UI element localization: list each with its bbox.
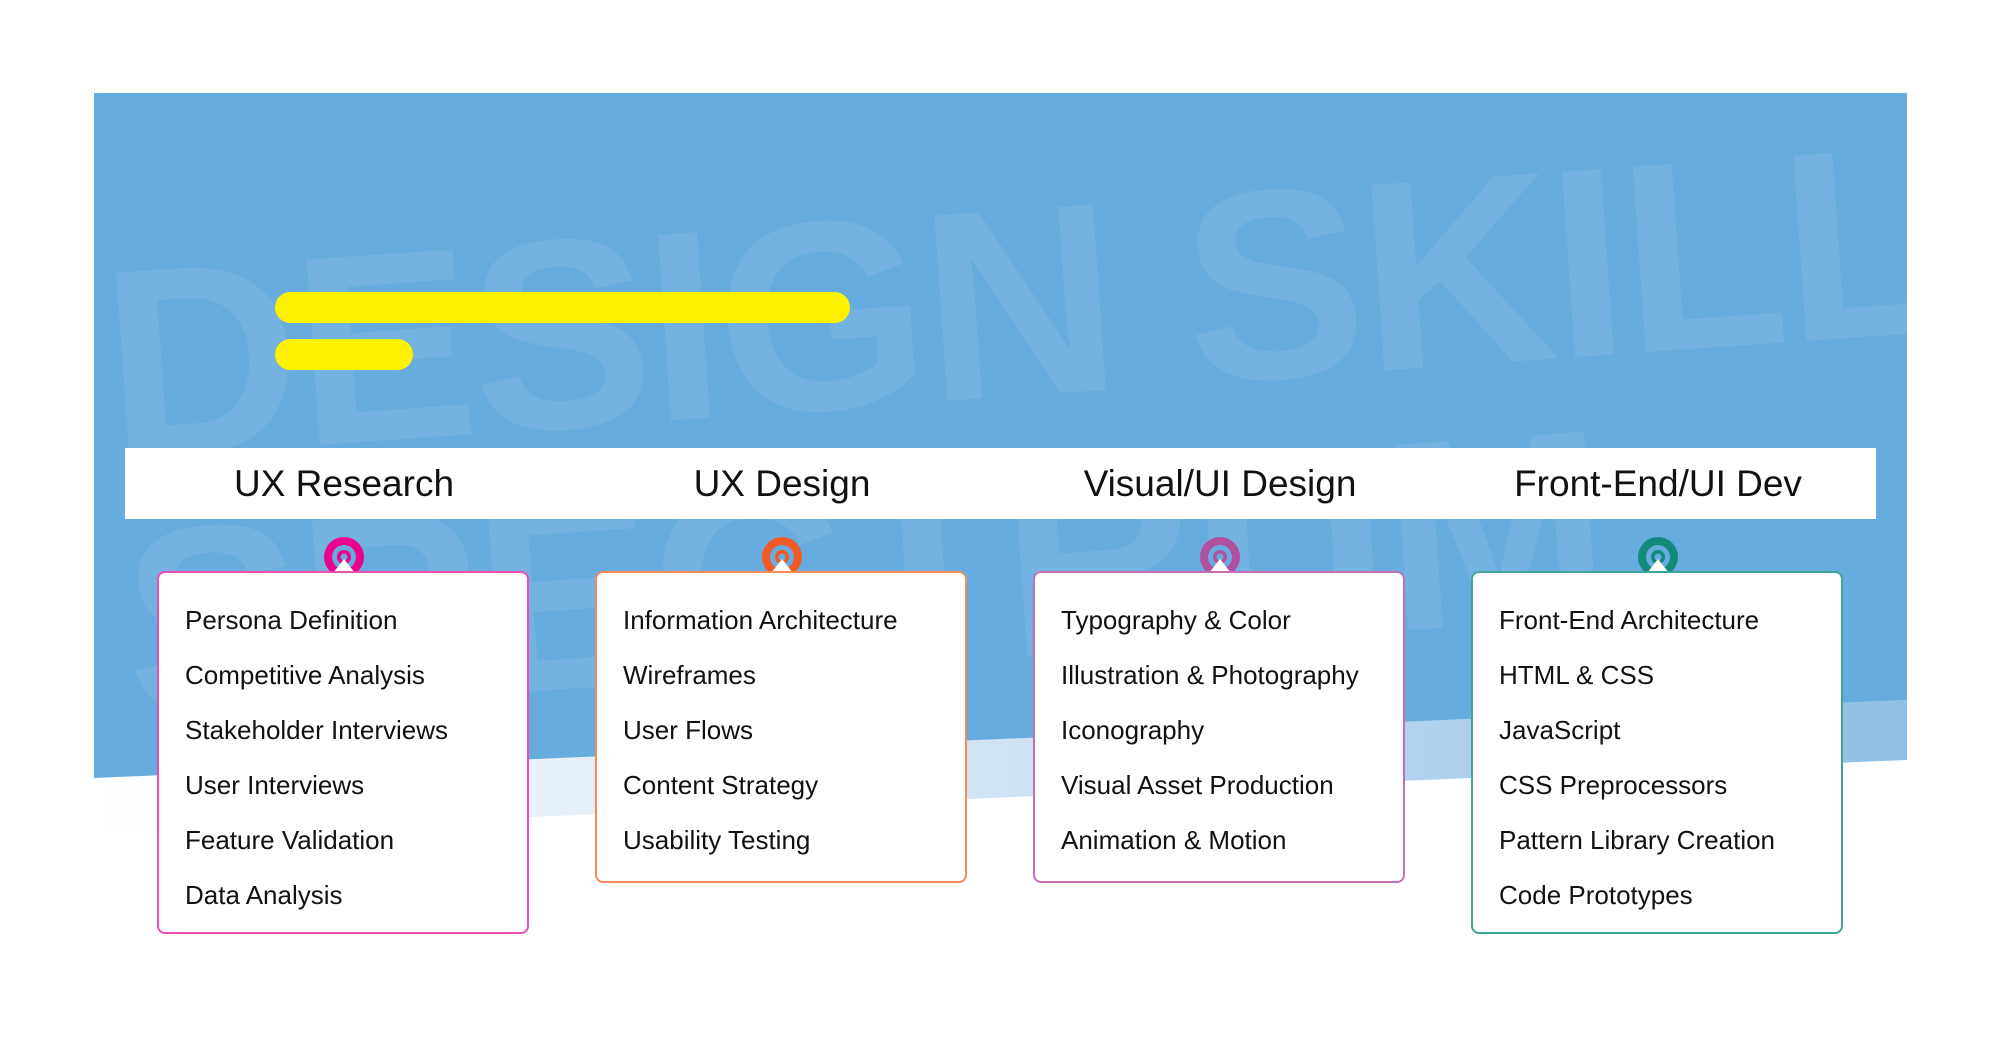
list-item: Data Analysis	[185, 880, 343, 910]
list-item: User Flows	[623, 715, 754, 745]
list-item: CSS Preprocessors	[1499, 770, 1728, 800]
card-ux-design: Information Architecture Wireframes User…	[595, 571, 967, 883]
card-visual-ui-design: Typography & Color Illustration & Photog…	[1033, 571, 1405, 883]
list-item: Code Prototypes	[1499, 880, 1693, 910]
list-item: Persona Definition	[185, 605, 398, 635]
target-icon	[762, 537, 802, 577]
list-item: Feature Validation	[185, 825, 395, 855]
skill-list: Front-End Architecture HTML & CSS JavaSc…	[1473, 573, 1841, 923]
list-item: Animation & Motion	[1061, 825, 1287, 855]
list-item: Information Architecture	[623, 605, 898, 635]
list-item: JavaScript	[1499, 715, 1621, 745]
subtitle-placeholder-bar	[275, 339, 413, 370]
light-stripe	[94, 700, 1907, 835]
list-item: Typography & Color	[1061, 605, 1291, 635]
card-front-end-dev: Front-End Architecture HTML & CSS JavaSc…	[1471, 571, 1843, 934]
column-header-bar: UX Research UX Design Visual/UI Design F…	[125, 448, 1876, 519]
list-item: Pattern Library Creation	[1499, 825, 1776, 855]
list-item: Illustration & Photography	[1061, 660, 1359, 690]
list-item: Competitive Analysis	[185, 660, 425, 690]
target-icon	[324, 537, 364, 577]
list-item: Front-End Architecture	[1499, 605, 1760, 635]
list-item: User Interviews	[185, 770, 365, 800]
skill-list: Persona Definition Competitive Analysis …	[159, 573, 527, 923]
list-item: Iconography	[1061, 715, 1205, 745]
target-icon	[1638, 537, 1678, 577]
column-title-visual-ui-design: Visual/UI Design	[1083, 463, 1357, 504]
skill-list: Typography & Color Illustration & Photog…	[1035, 573, 1403, 868]
column-title-ux-research: UX Research	[233, 463, 455, 504]
blue-panel	[94, 93, 1907, 778]
list-item: Stakeholder Interviews	[185, 715, 449, 745]
list-item: Content Strategy	[623, 770, 819, 800]
list-item: Wireframes	[623, 660, 756, 690]
target-icon	[1200, 537, 1240, 577]
column-title-ux-design: UX Design	[693, 463, 871, 504]
title-placeholder-bar	[275, 292, 850, 323]
column-title-front-end-dev: Front-End/UI Dev	[1514, 463, 1802, 504]
list-item: Visual Asset Production	[1061, 770, 1334, 800]
card-ux-research: Persona Definition Competitive Analysis …	[157, 571, 529, 934]
list-item: HTML & CSS	[1499, 660, 1655, 690]
skill-list: Information Architecture Wireframes User…	[597, 573, 965, 868]
list-item: Usability Testing	[623, 825, 811, 855]
